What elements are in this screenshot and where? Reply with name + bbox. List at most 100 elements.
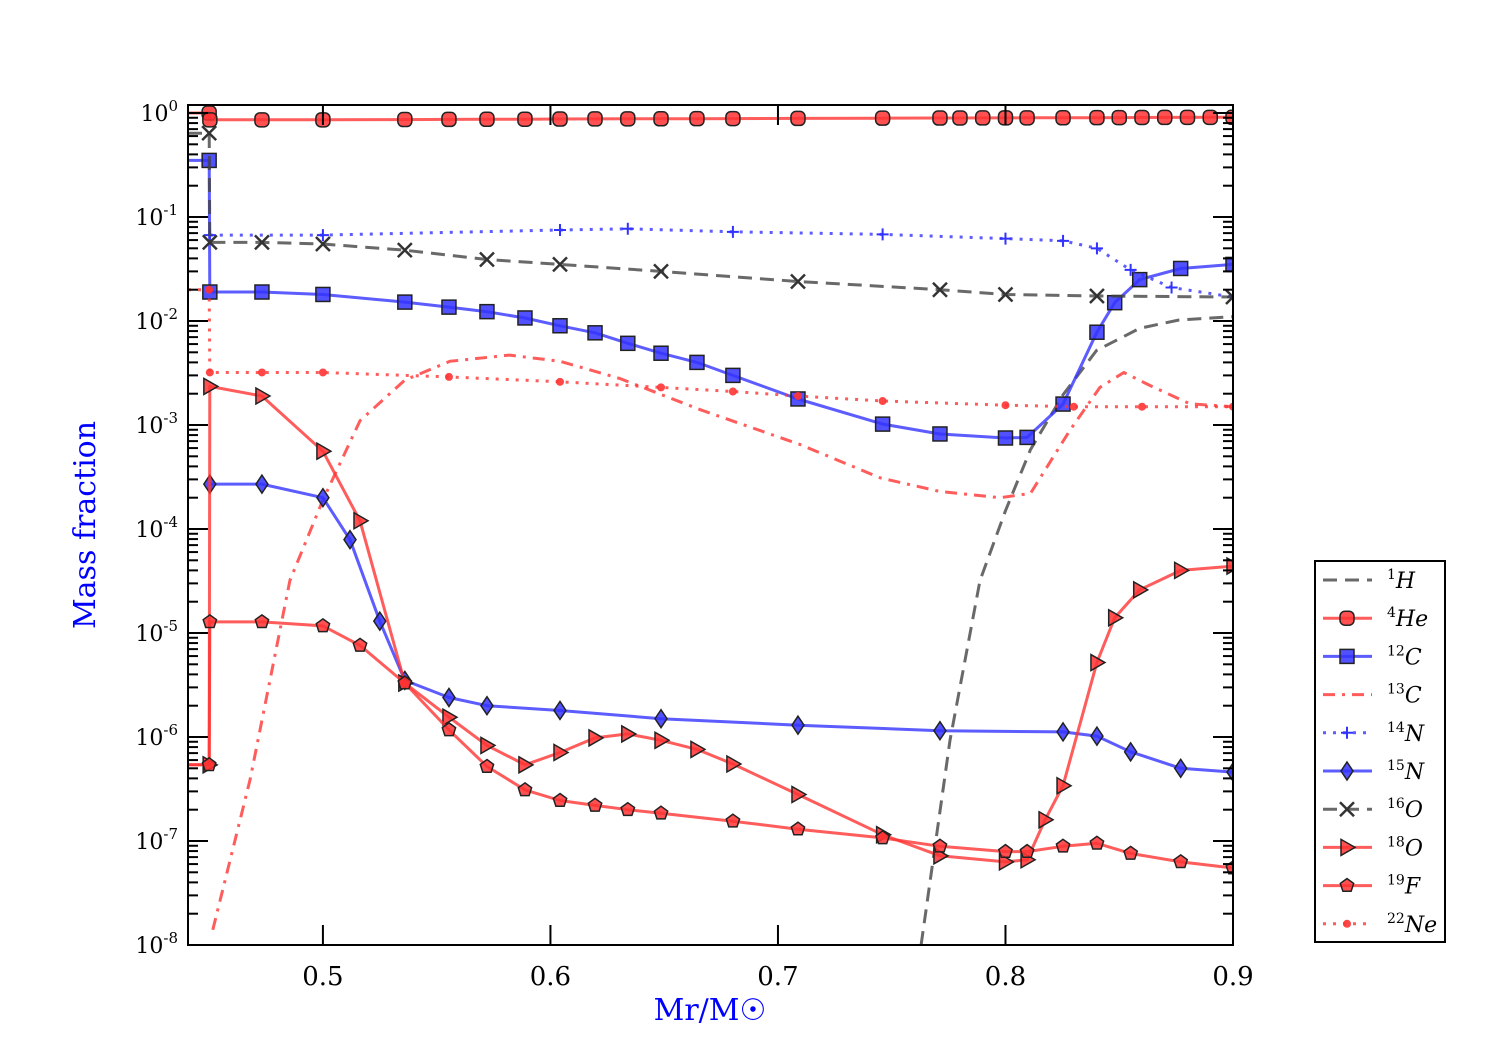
data-point-22Ne [1069,402,1078,411]
data-point-4He [653,111,669,127]
data-point-18O [791,785,808,804]
data-point-19F [587,797,603,812]
data-point-22Ne [878,397,887,406]
data-point-15N [791,714,805,736]
data-point-4He [552,111,568,127]
data-point-18O [480,736,497,755]
legend-box [1314,560,1446,943]
data-point-12C [653,345,669,361]
series-16O [188,125,1233,305]
legend: 1H 4He 12C 13C 14N 15N 16O 18O 19F 22Ne [1314,560,1446,943]
y-tick-label: 10-7 [135,825,178,855]
legend-item-12C: 12C [1323,643,1422,670]
legend-item-22Ne: 22Ne [1323,911,1437,938]
legend-item-16O: 16O [1323,796,1423,823]
data-point-19F [352,637,368,652]
data-point-4He [1134,109,1150,126]
data-point-12C [1055,396,1071,412]
data-point-14N [1124,263,1137,276]
data-point-4He [587,111,603,127]
data-point-15N [480,695,494,717]
data-point-15N [1173,757,1188,779]
legend-item-13C: 13C [1323,682,1422,709]
data-point-14N [1165,281,1178,294]
x-axis-label: Mr/M☉ [654,993,767,1028]
x-tick-label: 0.6 [530,962,571,992]
legend-label: 14N [1387,720,1425,747]
data-point-16O [201,234,218,251]
y-tick-label: 10-6 [135,721,178,751]
data-point-15N [1090,725,1104,747]
data-point-18O [1038,810,1055,830]
data-point-19F [790,821,806,836]
legend-label: 4He [1387,605,1428,632]
data-point-12C [1172,260,1189,277]
data-point-15N [372,610,387,632]
data-point-12C [997,430,1014,446]
data-point-12C [1019,429,1035,446]
data-point-18O [690,740,707,759]
data-point-19F [620,801,636,817]
data-point-15N [442,687,456,708]
y-tick-label: 10-3 [135,409,178,439]
data-point-12C [1106,294,1123,311]
data-point-12C [517,310,533,326]
data-point-12C [587,325,603,341]
series-line-16O [188,131,1233,299]
data-point-12C [874,416,891,432]
data-point-12C [1225,256,1233,273]
data-point-18O [203,377,220,396]
data-point-18O [588,728,605,748]
data-point-19F [997,843,1013,859]
series-19F [188,613,1233,875]
data-point-22Ne [205,368,214,377]
plot-frame [187,104,1234,946]
data-point-19F [1123,845,1139,860]
data-point-15N [255,473,269,495]
data-point-14N [621,222,634,235]
data-point-18O [442,707,459,727]
data-point-16O [790,273,806,290]
data-point-22Ne [318,368,327,377]
legend-marker [1339,877,1355,893]
data-point-12C [441,299,457,315]
data-point-19F [397,675,413,690]
y-tick-label: 10-1 [135,201,178,231]
data-point-22Ne [1001,401,1010,410]
data-point-18O [1056,776,1073,796]
legend-marker [1343,919,1351,928]
series-line-1H [919,315,1233,945]
data-point-19F [517,781,533,797]
y-axis-label: Mass fraction [68,421,103,629]
series-line-19F [188,620,1233,870]
legend-item-18O: 18O [1323,834,1423,861]
series-1H [919,315,1233,945]
data-point-15N [1056,721,1070,743]
data-point-12C [479,303,495,320]
data-point-14N [1057,234,1070,247]
series-4He [188,105,1233,128]
data-point-22Ne [444,372,453,381]
series-line-14N [209,227,1233,299]
data-point-4He [254,112,270,128]
series-12C [188,152,1233,446]
data-point-16O [1225,289,1233,305]
legend-label: 16O [1387,796,1423,823]
legend-marker [1340,838,1357,857]
data-point-15N [933,720,947,742]
y-tick-label: 10-2 [135,305,178,335]
data-point-14N [553,224,566,236]
legend-marker [1339,648,1355,665]
data-point-12C [397,294,413,310]
legend-label: 19F [1387,873,1421,900]
data-point-22Ne [257,368,266,377]
legend-marker [1340,760,1354,782]
data-point-22Ne [728,387,737,396]
data-point-22Ne [793,392,802,401]
data-point-19F [653,805,669,820]
legend-marker [1339,801,1355,818]
legend-label: 12C [1387,643,1422,670]
series-14N [203,222,1233,304]
series-layer [188,105,1233,945]
data-point-4He [790,110,806,127]
